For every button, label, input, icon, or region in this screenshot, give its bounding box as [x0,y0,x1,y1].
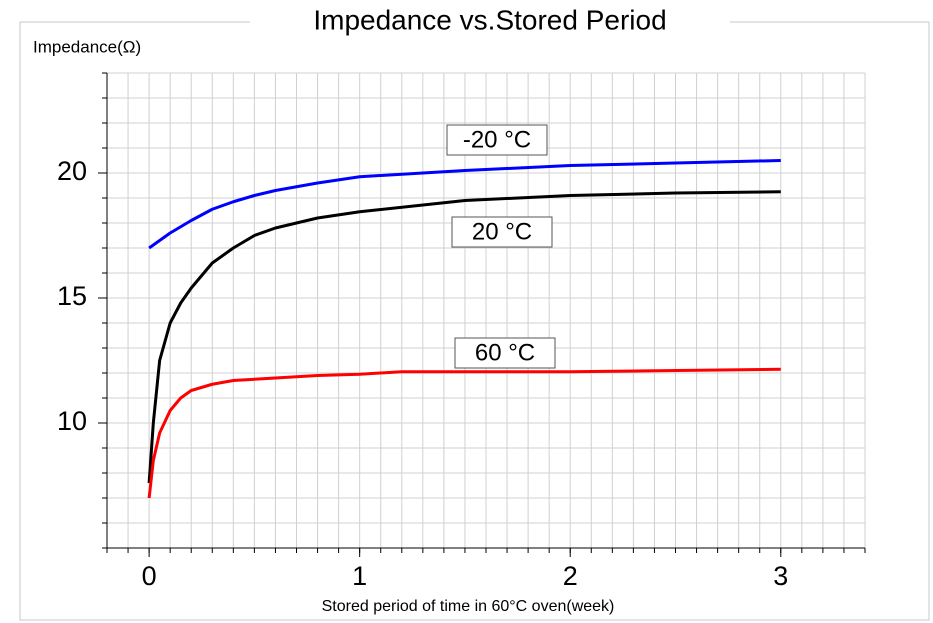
y-tick-label: 20 [57,156,87,186]
line [147,367,781,499]
frame [19,21,930,621]
chart-title: Impedance vs.Stored Period [313,4,666,35]
series-label-box [451,216,553,248]
x-tick-label: 1 [352,561,367,591]
series-label: 60 °C [475,339,535,366]
y-axis-label: Impedance(Ω) [33,37,141,56]
y-tick-label: 10 [57,406,87,436]
series-label-box [446,124,548,156]
series-label: -20 °C [463,126,531,153]
title-bg [250,5,730,39]
x-tick-label: 0 [142,561,157,591]
series-label-box [454,337,556,369]
series-label: 20 °C [472,218,532,245]
line [148,159,781,250]
y-tick-label: 15 [57,281,87,311]
grid [102,72,866,553]
x-tick-label: 3 [773,561,788,591]
x-axis-label: Stored period of time in 60°C oven(week) [322,598,615,615]
line [147,190,781,484]
x-tick-label: 2 [563,561,578,591]
